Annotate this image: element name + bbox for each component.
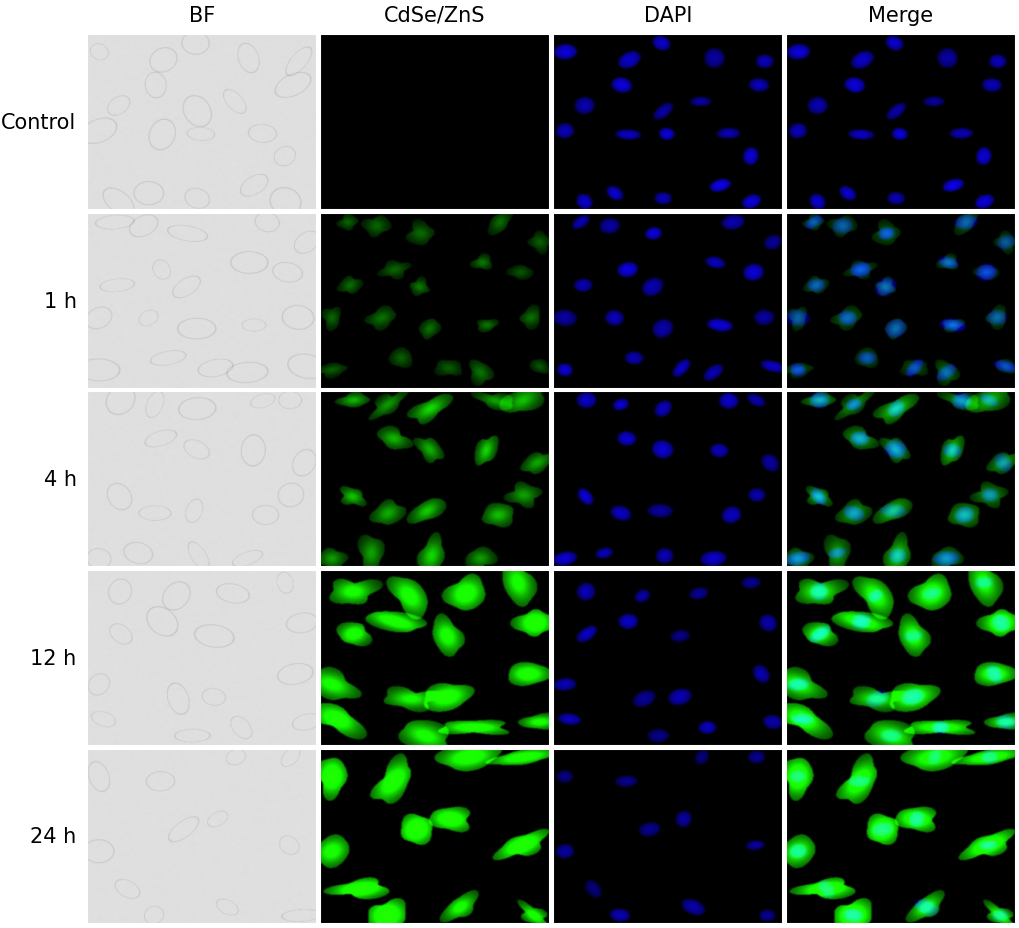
Text: Merge: Merge	[867, 6, 932, 26]
Text: 12 h: 12 h	[31, 648, 76, 668]
Text: 24 h: 24 h	[31, 827, 76, 846]
Text: Control: Control	[1, 113, 76, 133]
Text: CdSe/ZnS: CdSe/ZnS	[383, 6, 485, 26]
Text: 4 h: 4 h	[44, 470, 76, 490]
Text: DAPI: DAPI	[643, 6, 691, 26]
Text: BF: BF	[189, 6, 215, 26]
Text: 1 h: 1 h	[44, 291, 76, 312]
